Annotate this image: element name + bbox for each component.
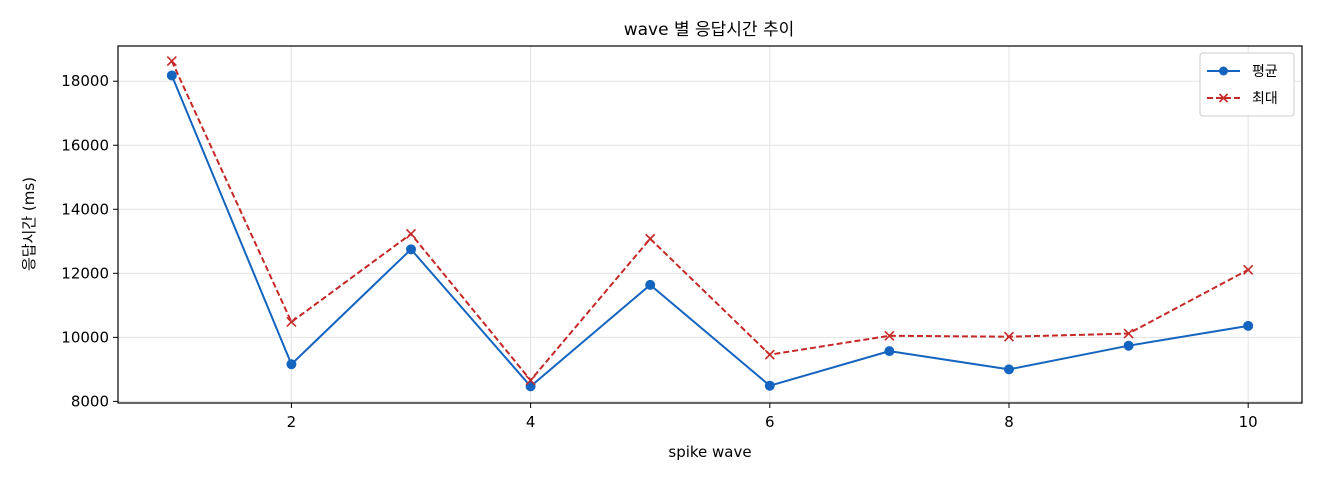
data-point-평균-8 [1003,364,1014,375]
x-tick-label: 6 [765,413,775,431]
y-tick-label: 16000 [61,136,109,154]
data-point-평균-1 [166,70,177,81]
y-tick-label: 18000 [61,72,109,90]
data-point-평균-7 [884,346,895,357]
y-tick-label: 12000 [61,264,109,282]
data-point-최대-6 [764,349,775,360]
x-axis-title: spike wave [668,443,751,461]
legend-label-최대: 최대 [1252,91,1278,107]
chart-title: wave 별 응답시간 추이 [624,20,795,40]
legend-label-평균: 평균 [1252,64,1278,80]
x-tick-label: 8 [1004,413,1014,431]
legend-marker-평균 [1219,66,1228,76]
data-point-최대-2 [286,316,297,328]
data-point-최대-10 [1243,264,1254,275]
x-tick-label: 2 [287,413,297,431]
y-tick-label: 10000 [61,328,109,346]
data-point-최대-8 [1003,331,1015,342]
series-layer [166,55,1254,392]
y-axis-title: 응답시간 (ms) [20,177,38,271]
tick-layer: 2 4 6 8 10 8000 10000 12000 14000 16000 18000 [61,72,1257,431]
data-point-평균-10 [1243,320,1254,331]
legend-box [1199,52,1295,117]
y-tick-label: 14000 [61,200,109,218]
data-point-최대-7 [884,330,895,341]
data-point-최대-9 [1123,328,1134,339]
plot-frame [117,45,1303,404]
series-line-최대 [170,60,1249,382]
data-point-평균-2 [286,359,297,370]
data-point-평균-3 [406,244,417,255]
data-point-최대-4 [525,375,536,386]
data-point-최대-5 [645,233,656,244]
series-line-평균 [170,75,1249,388]
data-point-최대-3 [405,228,417,240]
y-tick-label: 8000 [71,392,109,410]
x-tick-label: 10 [1239,413,1258,431]
data-point-평균-9 [1123,340,1134,351]
data-point-평균-5 [645,279,656,290]
data-point-최대-1 [166,55,177,67]
grid-layer [118,46,1302,403]
data-point-평균-6 [764,380,775,391]
x-tick-label: 4 [526,413,536,431]
legend: 평균 최대 [1199,52,1295,117]
legend-marker-최대 [1218,93,1229,103]
